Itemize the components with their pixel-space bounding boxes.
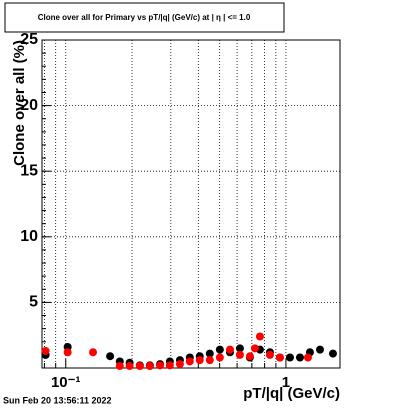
data-point bbox=[195, 356, 204, 365]
data-point bbox=[285, 353, 294, 362]
data-point bbox=[245, 352, 254, 361]
y-tick-label: 25 bbox=[20, 31, 38, 48]
data-point bbox=[205, 356, 214, 365]
plot-frame bbox=[41, 39, 341, 369]
data-point bbox=[89, 348, 98, 357]
data-point bbox=[106, 352, 115, 361]
y-tick-label: 5 bbox=[29, 294, 38, 311]
x-axis-label: pT/|q| (GeV/c) bbox=[243, 385, 340, 402]
data-point bbox=[265, 350, 274, 359]
data-point bbox=[41, 346, 50, 355]
data-point bbox=[63, 348, 72, 357]
data-point bbox=[156, 361, 165, 370]
data-point bbox=[275, 353, 284, 362]
y-tick-label: 10 bbox=[20, 228, 38, 245]
date-stamp: Sun Feb 20 13:56:11 2022 bbox=[3, 395, 112, 405]
data-point bbox=[328, 349, 337, 358]
y-tick-label: 15 bbox=[20, 162, 38, 179]
data-point bbox=[145, 362, 154, 371]
data-point bbox=[185, 357, 194, 366]
data-point bbox=[125, 362, 134, 371]
data-point bbox=[205, 349, 214, 358]
y-tick-label: 20 bbox=[20, 97, 38, 114]
x-tick-label: 10⁻¹ bbox=[51, 374, 81, 391]
data-point bbox=[250, 344, 259, 353]
title-box bbox=[4, 2, 285, 33]
chart-title: Clone over all for Primary vs pT/|q| (Ge… bbox=[38, 13, 251, 22]
data-point bbox=[135, 362, 144, 371]
data-point bbox=[165, 361, 174, 370]
data-point bbox=[303, 353, 312, 362]
data-point bbox=[235, 344, 244, 353]
data-point bbox=[115, 362, 124, 371]
data-point bbox=[235, 350, 244, 359]
data-point bbox=[295, 353, 304, 362]
data-point bbox=[255, 332, 264, 341]
y-axis-label: Clone over all (%) bbox=[11, 40, 28, 166]
data-point bbox=[225, 345, 234, 354]
x-tick-label: 1 bbox=[282, 374, 290, 391]
data-point bbox=[215, 353, 224, 362]
data-point bbox=[175, 360, 184, 369]
data-point bbox=[316, 345, 325, 354]
data-point bbox=[215, 345, 224, 354]
